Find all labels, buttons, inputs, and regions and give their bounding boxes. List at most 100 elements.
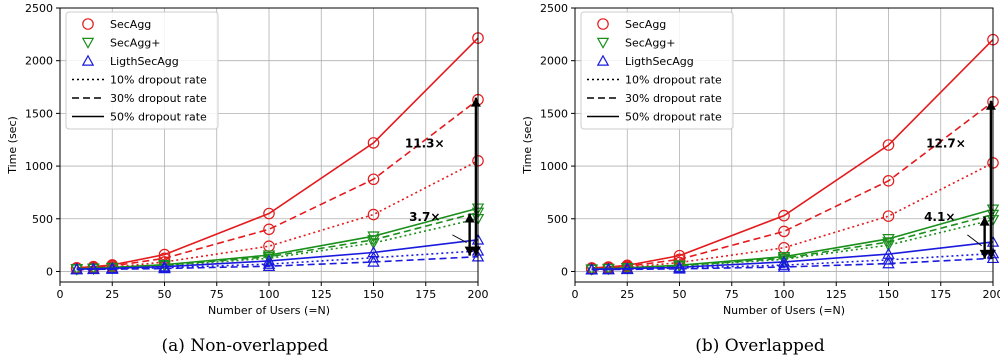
data-point <box>367 173 380 186</box>
caption: (a) Non-overlapped <box>161 336 329 356</box>
y-tick-label: 0 <box>561 265 568 278</box>
legend-marker <box>596 37 610 49</box>
arrowhead <box>464 246 475 256</box>
x-tick-label: 175 <box>930 288 951 301</box>
data-point <box>777 255 791 267</box>
data-point <box>882 240 895 252</box>
data-point <box>882 234 895 246</box>
x-tick-label: 50 <box>673 288 687 301</box>
x-tick-label: 25 <box>620 288 634 301</box>
data-point <box>367 238 380 250</box>
subfigure-overlapped: 12.7×4.1×0255075100125150175200050010001… <box>515 0 1000 364</box>
series-line <box>76 239 479 270</box>
caption: (b) Overlapped <box>695 336 825 356</box>
data-point <box>777 253 791 265</box>
arrowhead <box>979 249 990 259</box>
x-tick-label: 75 <box>725 288 739 301</box>
y-tick-label: 2500 <box>25 2 53 15</box>
x-tick-label: 100 <box>774 288 795 301</box>
data-point <box>262 254 276 266</box>
series-line <box>591 241 994 271</box>
legend-label: SecAgg <box>110 18 151 31</box>
y-tick-label: 500 <box>547 213 568 226</box>
x-axis-label: Number of Users (=N) <box>723 304 845 317</box>
legend-label: LigthSecAgg <box>110 55 179 68</box>
legend-label: 30% dropout rate <box>110 92 207 105</box>
x-tick-label: 200 <box>983 288 1000 301</box>
y-tick-label: 2500 <box>540 2 568 15</box>
x-tick-label: 125 <box>311 288 332 301</box>
y-tick-label: 1000 <box>25 160 53 173</box>
data-point <box>882 175 895 187</box>
data-point <box>367 255 380 267</box>
data-point <box>263 223 275 236</box>
data-point <box>367 231 380 243</box>
legend-label: 30% dropout rate <box>625 92 722 105</box>
data-point <box>367 246 380 258</box>
x-tick-label: 200 <box>468 288 489 301</box>
data-point <box>882 257 895 269</box>
x-tick-label: 75 <box>210 288 224 301</box>
data-point <box>602 262 615 274</box>
x-tick-label: 0 <box>572 288 579 301</box>
legend-label: 10% dropout rate <box>625 74 722 87</box>
subfigure-non-overlapped: 11.3× 3.7× 0 25 50 75 100 125 150 175 200 0 500 1000 1… <box>0 0 490 364</box>
data-point <box>602 261 615 273</box>
x-tick-label: 150 <box>878 288 899 301</box>
y-tick-label: 500 <box>32 213 53 226</box>
data-point <box>263 207 275 220</box>
data-point <box>262 250 276 262</box>
data-point <box>262 257 276 269</box>
legend-label: SecAgg <box>625 18 666 31</box>
data-point <box>882 253 895 265</box>
y-tick-label: 1500 <box>540 107 568 120</box>
legend-marker <box>81 37 95 49</box>
legend-label: LigthSecAgg <box>625 55 694 68</box>
x-tick-label: 50 <box>158 288 172 301</box>
y-tick-label: 2000 <box>540 55 568 68</box>
data-point <box>367 208 380 221</box>
legend-label: 50% dropout rate <box>110 111 207 124</box>
y-tick-label: 0 <box>46 265 53 278</box>
data-point <box>882 139 895 151</box>
data-point <box>778 209 790 222</box>
x-tick-label: 150 <box>363 288 384 301</box>
x-tick-label: 0 <box>57 288 64 301</box>
chart-overlapped: 12.7×4.1×0255075100125150175200050010001… <box>521 2 1000 317</box>
legend-marker <box>597 18 609 30</box>
y-tick-label: 2000 <box>25 55 53 68</box>
y-tick-label: 1000 <box>540 160 568 173</box>
data-point <box>621 262 634 274</box>
annotation-label: 11.3× <box>405 137 445 151</box>
arrowhead <box>464 213 475 223</box>
data-point <box>158 248 171 261</box>
annotation-leader <box>452 234 467 243</box>
legend-marker <box>82 18 94 30</box>
x-axis-label: Number of Users (=N) <box>208 304 330 317</box>
legend-label: 10% dropout rate <box>110 74 207 87</box>
y-tick-label: 1500 <box>25 107 53 120</box>
data-point <box>106 261 119 274</box>
legend-marker <box>81 54 95 66</box>
data-point <box>882 237 895 249</box>
data-point <box>585 262 598 275</box>
data-point <box>87 260 100 273</box>
legend-label: SecAgg+ <box>625 37 676 50</box>
annotation-label: 4.1× <box>924 210 955 224</box>
chart-non-overlapped: 11.3×3.7×0 25 50 75 100 125 150 175 200050010001… <box>6 2 489 317</box>
x-tick-label: 175 <box>415 288 436 301</box>
annotation-label: 3.7× <box>409 210 440 224</box>
data-point <box>262 251 276 264</box>
data-point <box>673 262 686 274</box>
annotation-label: 12.7× <box>926 137 966 151</box>
data-point <box>777 258 791 270</box>
legend-marker <box>596 54 610 66</box>
x-tick-label: 100 <box>259 288 280 301</box>
x-tick-label: 25 <box>105 288 119 301</box>
data-point <box>673 260 686 273</box>
legend-label: SecAgg+ <box>110 37 161 50</box>
legend-box <box>580 11 734 130</box>
data-point <box>367 137 380 149</box>
x-tick-label: 125 <box>826 288 847 301</box>
data-point <box>70 262 83 274</box>
